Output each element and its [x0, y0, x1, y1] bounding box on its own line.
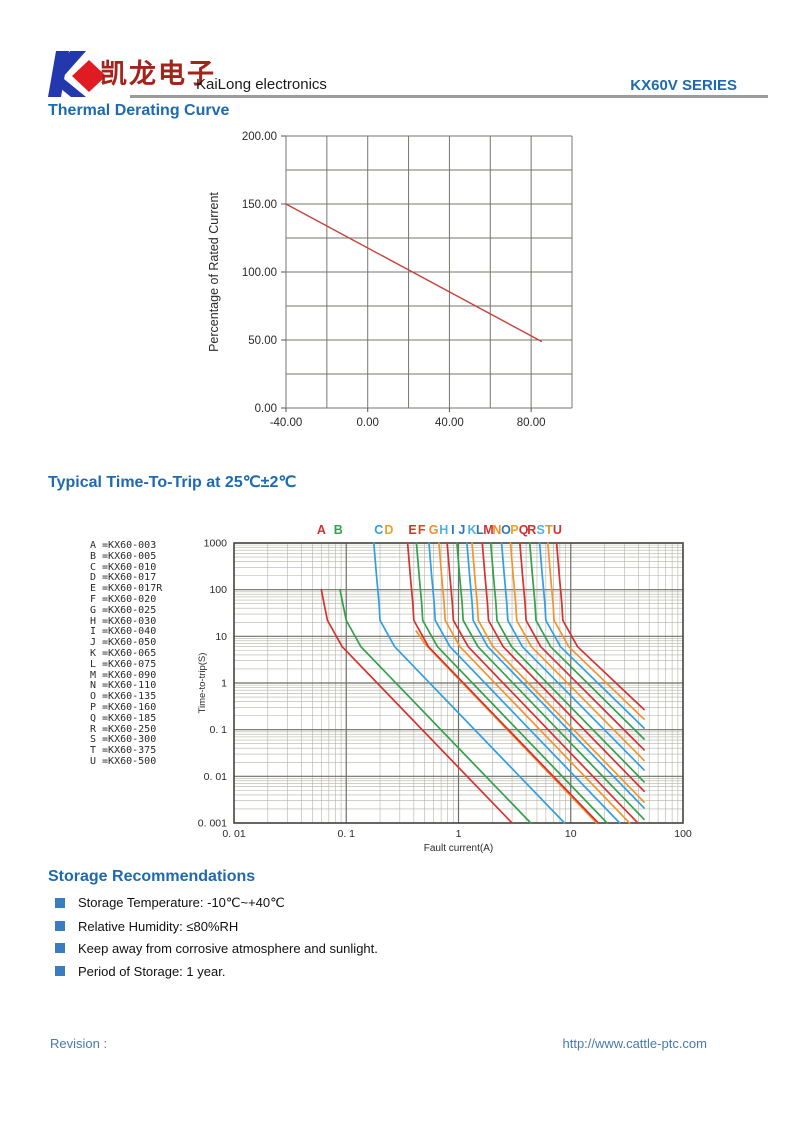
svg-text:100.00: 100.00	[242, 267, 277, 279]
kailong-logo-icon	[48, 51, 106, 97]
svg-text:L: L	[476, 523, 484, 537]
svg-text:F: F	[418, 523, 426, 537]
svg-text:-40.00: -40.00	[270, 417, 303, 429]
derating-section-title: Thermal Derating Curve	[48, 102, 230, 119]
legend-item: L =KX60-075	[90, 658, 157, 670]
legend-item: I =KX60-040	[90, 626, 157, 638]
svg-text:10: 10	[565, 828, 577, 840]
svg-text:C: C	[374, 523, 383, 537]
legend-item: G =KX60-025	[90, 604, 157, 616]
svg-text:200.00: 200.00	[242, 131, 277, 143]
bullet-square-icon	[55, 966, 65, 976]
svg-text:0. 01: 0. 01	[204, 771, 228, 783]
svg-text:1000: 1000	[204, 538, 228, 550]
bullet-square-icon	[55, 921, 65, 931]
bullet-square-icon	[55, 898, 65, 908]
legend-item: D =KX60-017	[90, 572, 157, 584]
trip-legend-list: A =KX60-003 B =KX60-005 C =KX60-010 D =KX60…	[90, 540, 163, 768]
legend-item: E =KX60-017R	[90, 583, 163, 595]
svg-text:M: M	[483, 523, 493, 537]
svg-text:150.00: 150.00	[242, 199, 277, 211]
svg-text:1: 1	[456, 828, 462, 840]
svg-text:Fault current(A): Fault current(A)	[424, 843, 493, 854]
svg-text:50.00: 50.00	[248, 335, 277, 347]
svg-text:J: J	[458, 523, 465, 537]
svg-text:P: P	[510, 523, 518, 537]
storage-item-row: Relative Humidity: ≤80%RH	[55, 918, 238, 934]
legend-item: P =KX60-160	[90, 701, 157, 713]
legend-item: T =KX60-375	[90, 745, 157, 757]
legend-item: J =KX60-050	[90, 637, 157, 649]
svg-text:I: I	[451, 523, 454, 537]
svg-text:0. 1: 0. 1	[209, 724, 227, 736]
legend-item: B =KX60-005	[90, 550, 157, 562]
storage-item: Storage Temperature: -10℃~+40℃	[78, 895, 285, 910]
svg-text:80.00: 80.00	[517, 417, 546, 429]
legend-item: O =KX60-135	[90, 691, 157, 703]
svg-text:Time-to-trip(S): Time-to-trip(S)	[197, 653, 208, 714]
svg-text:K: K	[468, 523, 477, 537]
svg-text:1: 1	[221, 678, 227, 690]
svg-text:T: T	[545, 523, 553, 537]
legend-item: C =KX60-010	[90, 561, 157, 573]
svg-text:G: G	[429, 523, 439, 537]
svg-text:A: A	[317, 523, 326, 537]
header-divider	[130, 95, 768, 98]
svg-text:0.00: 0.00	[357, 417, 379, 429]
svg-text:N: N	[492, 523, 501, 537]
storage-item: Keep away from corrosive atmosphere and …	[78, 940, 378, 956]
legend-item: K =KX60-065	[90, 647, 157, 659]
svg-text:Percentage of Rated Current: Percentage of Rated Current	[207, 192, 221, 352]
svg-text:H: H	[439, 523, 448, 537]
svg-text:R: R	[527, 523, 536, 537]
legend-item: U =KX60-500	[90, 755, 157, 767]
series-title: KX60V SERIES	[630, 77, 737, 94]
svg-text:100: 100	[209, 584, 227, 596]
svg-text:0. 1: 0. 1	[337, 828, 355, 840]
legend-item: Q =KX60-185	[90, 712, 157, 724]
legend-item: R =KX60-250	[90, 723, 157, 735]
legend-item: M =KX60-090	[90, 669, 157, 681]
storage-item-row: Period of Storage: 1 year.	[55, 963, 225, 979]
svg-text:0.00: 0.00	[255, 403, 277, 415]
brand-latin-text: KaiLong electronics	[196, 76, 327, 93]
thermal-derating-chart: -40.00 0.00 40.00 80.00 0.00 50.00 100.00 150.0…	[207, 131, 573, 429]
brand-chinese-text: 凯龙电子	[100, 59, 216, 90]
revision-label: Revision :	[50, 1036, 108, 1051]
svg-text:E: E	[408, 523, 416, 537]
storage-item: Period of Storage: 1 year.	[78, 963, 226, 979]
legend-item: S =KX60-300	[90, 734, 157, 746]
svg-text:U: U	[553, 523, 562, 537]
website-link[interactable]: http://www.cattle-ptc.com	[562, 1036, 708, 1051]
svg-text:100: 100	[674, 828, 692, 840]
svg-text:Q: Q	[519, 523, 529, 537]
svg-text:S: S	[537, 523, 545, 537]
legend-item: H =KX60-030	[90, 615, 157, 627]
svg-text:10: 10	[215, 631, 227, 643]
trip-section-title: Typical Time-To-Trip at 25℃±2℃	[48, 474, 297, 491]
svg-text:40.00: 40.00	[435, 417, 464, 429]
legend-item: A =KX60-003	[90, 540, 157, 551]
legend-item: N =KX60-110	[90, 680, 157, 692]
svg-text:B: B	[334, 523, 343, 537]
storage-item: Relative Humidity: ≤80%RH	[78, 918, 239, 934]
svg-text:0. 01: 0. 01	[222, 828, 246, 840]
bullet-square-icon	[55, 943, 65, 953]
storage-item-row: Storage Temperature: -10℃~+40℃	[55, 895, 285, 911]
storage-item-row: Keep away from corrosive atmosphere and …	[55, 940, 378, 956]
storage-section-title: Storage Recommendations	[48, 868, 256, 885]
svg-text:O: O	[501, 523, 511, 537]
legend-item: F =KX60-020	[90, 593, 157, 605]
svg-text:0. 001: 0. 001	[198, 818, 227, 830]
svg-text:D: D	[384, 523, 393, 537]
